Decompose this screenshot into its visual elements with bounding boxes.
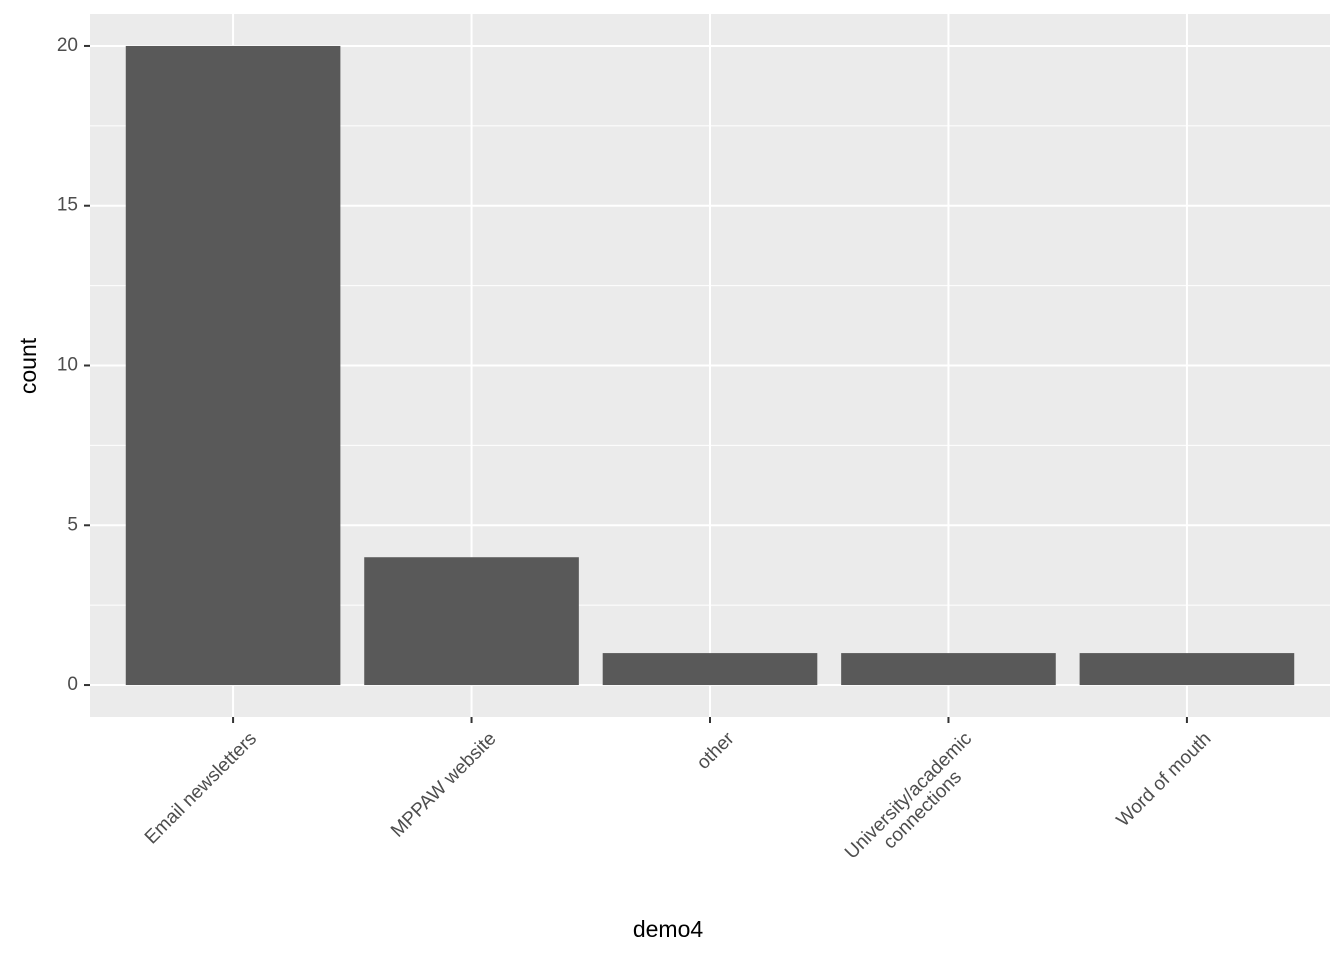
y-tick-label: 5	[67, 514, 78, 535]
y-tick-label: 10	[57, 355, 78, 376]
bar	[1079, 653, 1295, 686]
bar	[841, 653, 1056, 686]
bar	[125, 45, 341, 686]
y-axis-title: count	[15, 337, 41, 394]
x-axis-title: demo4	[633, 916, 704, 942]
bar	[602, 653, 818, 686]
bar	[364, 557, 579, 686]
y-tick-label: 15	[57, 195, 78, 216]
y-tick-label: 20	[57, 35, 78, 56]
y-tick-label: 0	[67, 674, 78, 695]
